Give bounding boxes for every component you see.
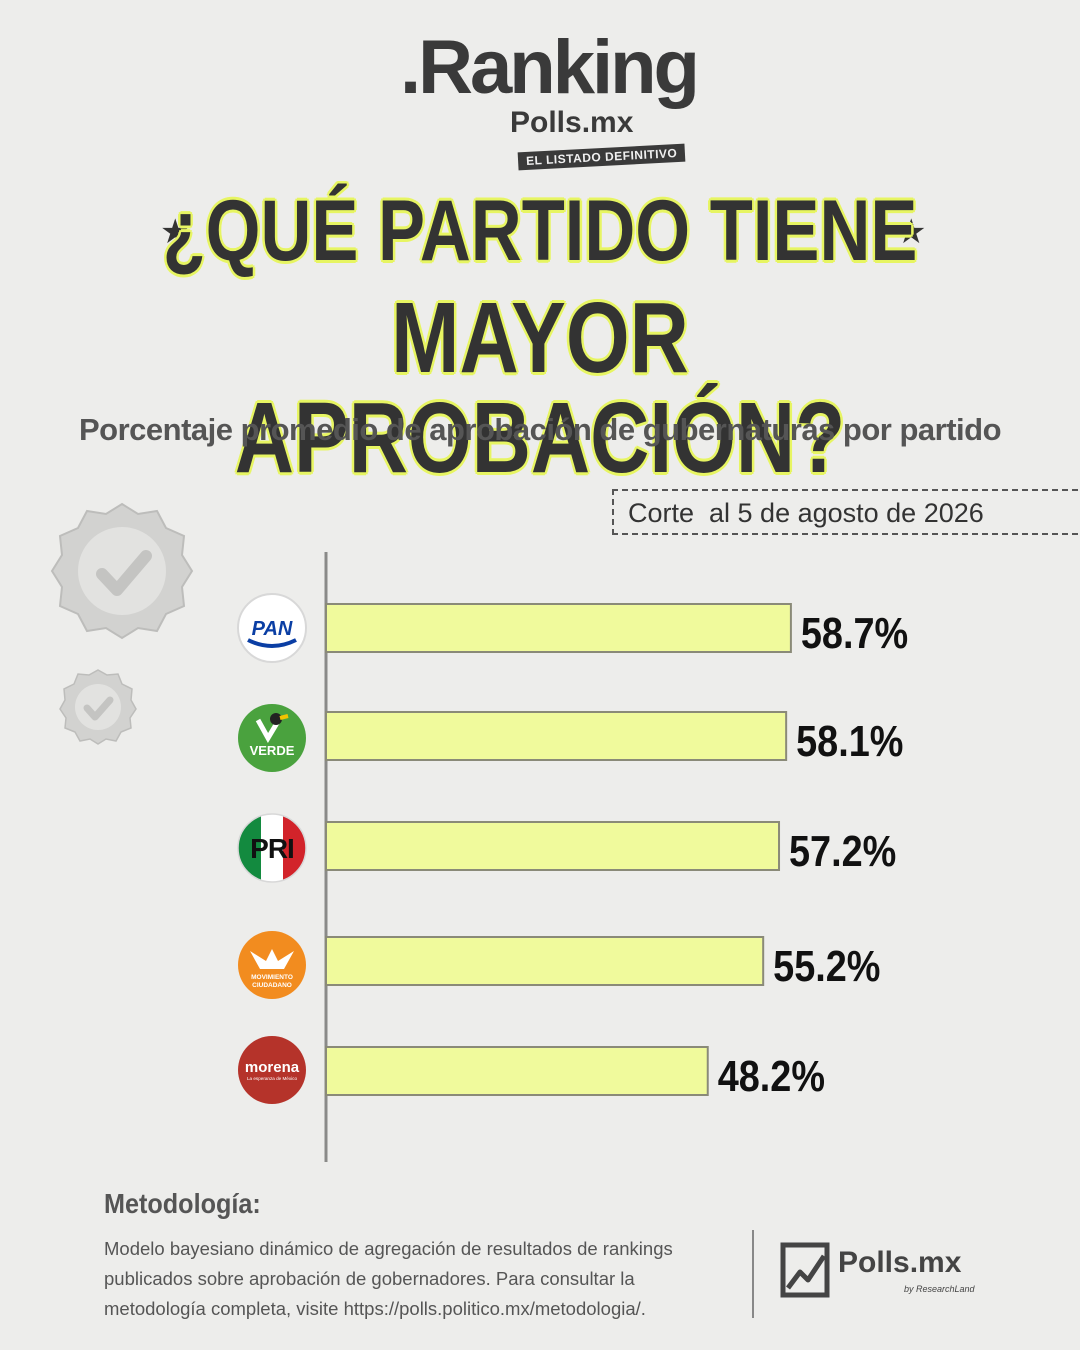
methodology-text: Modelo bayesiano dinámico de agregación … bbox=[104, 1238, 673, 1319]
title-line-1: ¿QUÉ PARTIDO TIENE bbox=[162, 183, 918, 279]
pri-logo: PRI bbox=[237, 813, 307, 883]
value-label: 57.2% bbox=[789, 826, 896, 875]
morena-logo-text: morena bbox=[245, 1059, 300, 1076]
value-label: 58.1% bbox=[796, 716, 903, 765]
verde-logo: VERDE bbox=[238, 704, 306, 772]
morena-logo-sub: La esperanza de México bbox=[247, 1076, 297, 1081]
logo-sub-text: Polls.mx bbox=[510, 106, 634, 139]
logo-ranking-text: .Ranking bbox=[400, 25, 700, 110]
svg-text:CIUDADANO: CIUDADANO bbox=[252, 982, 292, 989]
brand-name: Polls.mx bbox=[838, 1246, 962, 1279]
brand-logo: Polls.mx by ResearchLand bbox=[780, 1240, 980, 1300]
bar-morena bbox=[325, 1046, 709, 1096]
brand-sub: by ResearchLand bbox=[904, 1284, 975, 1294]
value-label: 48.2% bbox=[718, 1051, 825, 1100]
subtitle: Porcentaje promedio de aprobación de gub… bbox=[78, 412, 1002, 447]
pri-logo-text: PRI bbox=[250, 833, 294, 864]
value-label: 55.2% bbox=[773, 941, 880, 990]
value-label: 58.7% bbox=[801, 608, 908, 657]
svg-text:MOVIMIENTO: MOVIMIENTO bbox=[251, 974, 293, 981]
star-icon: ★ bbox=[160, 213, 191, 251]
methodology-title: Metodología: bbox=[104, 1188, 261, 1219]
morena-logo: morena La esperanza de México bbox=[238, 1036, 306, 1104]
bar-pan bbox=[325, 603, 792, 653]
title-line-2: MAYOR APROBACIÓN? bbox=[234, 282, 846, 494]
date-note: Corte al 5 de agosto de 2026 bbox=[612, 489, 1078, 535]
bar-verde bbox=[325, 711, 788, 761]
footer-divider bbox=[752, 1230, 754, 1318]
mc-logo: MOVIMIENTO CIUDADANO bbox=[238, 931, 306, 999]
bar-pri bbox=[325, 821, 781, 871]
ranking-logo: .Ranking Polls.mx EL LISTADO DEFINITIVO bbox=[400, 25, 700, 171]
check-badge-icon bbox=[50, 502, 194, 640]
star-icon: ★ bbox=[896, 213, 927, 251]
pan-logo-text: PAN bbox=[252, 618, 293, 640]
check-badge-icon bbox=[59, 669, 137, 745]
bar-movimiento-ciudadano bbox=[325, 936, 765, 986]
chart-line-icon bbox=[780, 1242, 830, 1298]
verde-logo-text: VERDE bbox=[250, 743, 295, 758]
pan-logo: PAN bbox=[237, 593, 307, 663]
